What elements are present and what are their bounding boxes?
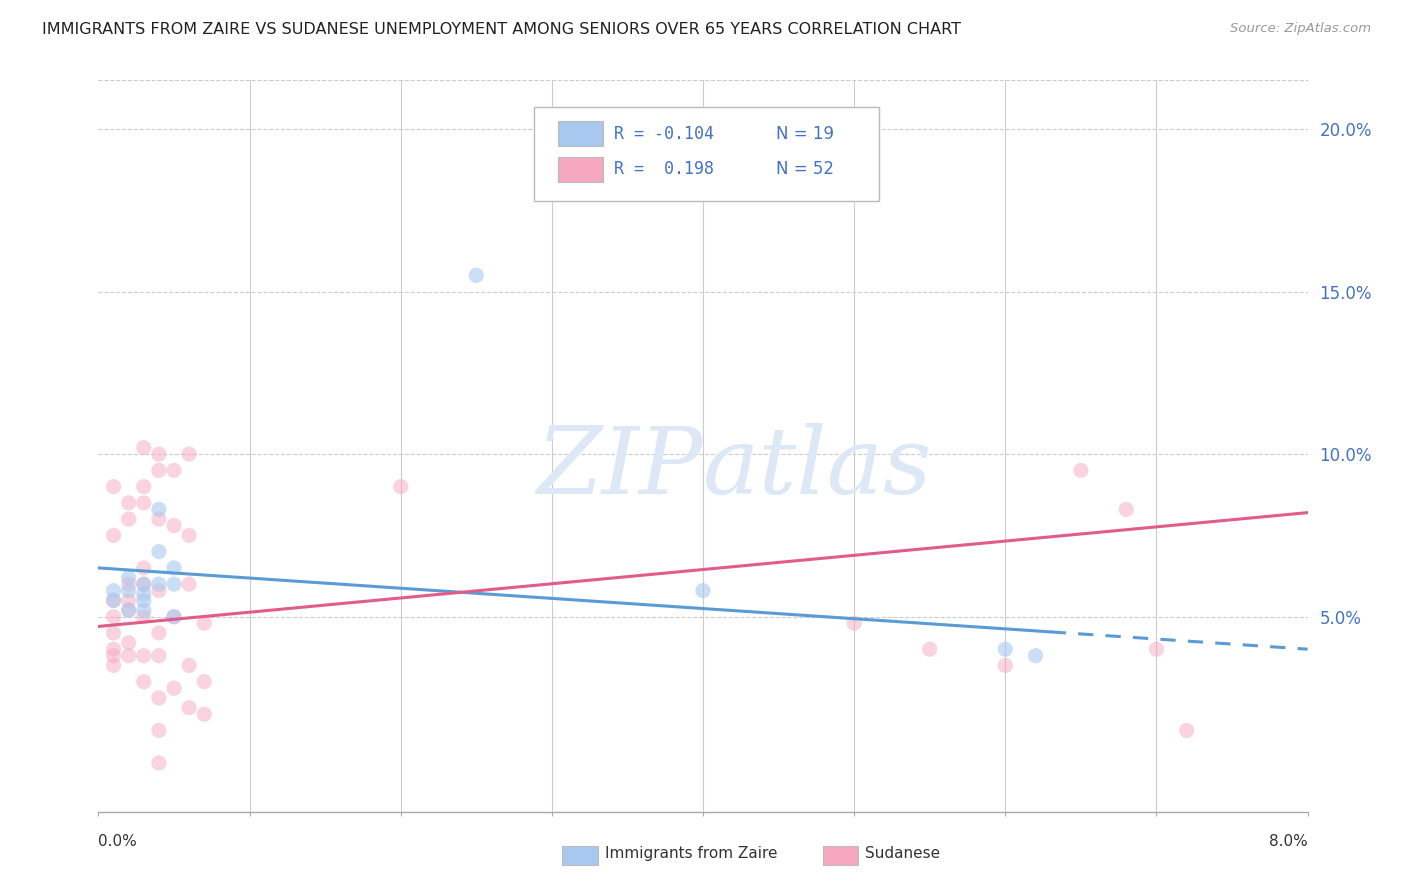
Point: [132, 609, 155, 624]
Point: [103, 593, 125, 607]
Point: [844, 616, 866, 631]
Point: [179, 528, 201, 542]
Point: [132, 674, 155, 689]
Point: [193, 616, 215, 631]
Point: [118, 635, 141, 649]
Point: [103, 648, 125, 663]
Point: [132, 496, 155, 510]
Text: Source: ZipAtlas.com: Source: ZipAtlas.com: [1230, 22, 1371, 36]
Point: [163, 561, 186, 575]
Point: [148, 502, 170, 516]
Point: [148, 544, 170, 558]
Point: [132, 480, 155, 494]
Point: [148, 626, 170, 640]
Point: [103, 480, 125, 494]
Point: [692, 583, 714, 598]
Point: [389, 480, 412, 494]
Point: [148, 577, 170, 591]
Point: [179, 658, 201, 673]
Point: [1146, 642, 1168, 657]
Point: [1070, 463, 1092, 477]
Point: [103, 528, 125, 542]
Point: [994, 658, 1017, 673]
Text: 0.0%: 0.0%: [98, 834, 138, 849]
Point: [132, 587, 155, 601]
Point: [148, 583, 170, 598]
Point: [148, 648, 170, 663]
Point: [994, 642, 1017, 657]
Point: [179, 577, 201, 591]
Point: [163, 518, 186, 533]
Point: [148, 447, 170, 461]
Point: [118, 512, 141, 526]
Text: N = 52: N = 52: [776, 161, 834, 178]
Point: [1025, 648, 1047, 663]
Point: [118, 583, 141, 598]
Text: IMMIGRANTS FROM ZAIRE VS SUDANESE UNEMPLOYMENT AMONG SENIORS OVER 65 YEARS CORRE: IMMIGRANTS FROM ZAIRE VS SUDANESE UNEMPL…: [42, 22, 962, 37]
Text: atlas: atlas: [703, 423, 932, 513]
Y-axis label: Unemployment Among Seniors over 65 years: Unemployment Among Seniors over 65 years: [0, 272, 7, 620]
Text: ZIP: ZIP: [536, 423, 703, 513]
Point: [163, 609, 186, 624]
Point: [118, 571, 141, 585]
Point: [148, 756, 170, 770]
Text: R = -0.104: R = -0.104: [614, 125, 714, 143]
Point: [163, 463, 186, 477]
Point: [103, 642, 125, 657]
Point: [163, 609, 186, 624]
Point: [132, 603, 155, 617]
Point: [148, 463, 170, 477]
Point: [118, 577, 141, 591]
Point: [179, 700, 201, 714]
Point: [163, 681, 186, 696]
Point: [118, 603, 141, 617]
Point: [132, 593, 155, 607]
Point: [118, 593, 141, 607]
Point: [132, 648, 155, 663]
Point: [465, 268, 488, 283]
Point: [118, 603, 141, 617]
Text: R =  0.198: R = 0.198: [614, 161, 714, 178]
Point: [103, 593, 125, 607]
Text: N = 19: N = 19: [776, 125, 834, 143]
Point: [148, 512, 170, 526]
Point: [103, 583, 125, 598]
Point: [132, 441, 155, 455]
Point: [1175, 723, 1198, 738]
Point: [148, 690, 170, 705]
Point: [103, 626, 125, 640]
Point: [148, 723, 170, 738]
Point: [103, 658, 125, 673]
Point: [1115, 502, 1137, 516]
Point: [132, 577, 155, 591]
Point: [132, 561, 155, 575]
Point: [193, 707, 215, 722]
Point: [918, 642, 941, 657]
Point: [179, 447, 201, 461]
Text: Sudanese: Sudanese: [865, 847, 939, 861]
Point: [193, 674, 215, 689]
Point: [118, 496, 141, 510]
Point: [103, 609, 125, 624]
Point: [163, 577, 186, 591]
Text: Immigrants from Zaire: Immigrants from Zaire: [605, 847, 778, 861]
Point: [132, 577, 155, 591]
Point: [118, 648, 141, 663]
Text: 8.0%: 8.0%: [1268, 834, 1308, 849]
